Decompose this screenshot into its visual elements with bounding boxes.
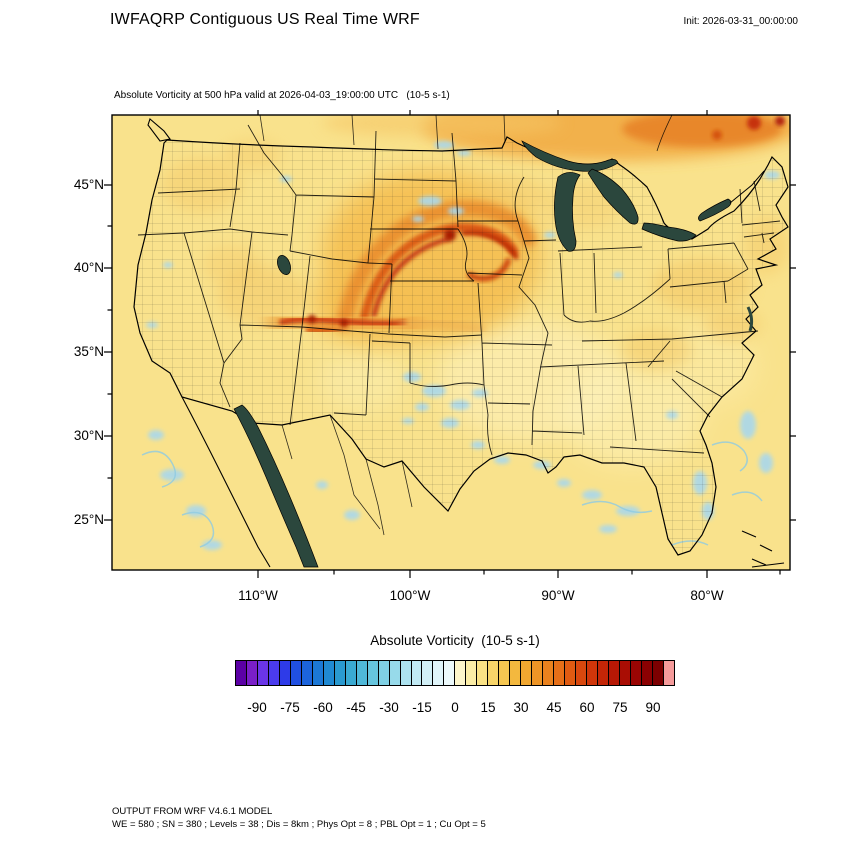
colorbar-tick-label: 60 [579,700,595,715]
colorbar-tick-label: 45 [546,700,562,715]
colorbar-title: Absolute Vorticity (10-5 s-1) [370,633,540,648]
baja-and-islands-coast [147,118,785,568]
colorbar-cell [301,661,313,685]
colorbar-cell [510,661,522,685]
colorbar-tick-labels: -90 -75 -60 -45 -30 -15 0 15 30 45 60 75 90 [0,700,850,718]
colorbar-cell [499,661,511,685]
y-axis-label-45n: 45°N [73,177,104,192]
colorbar-cell [576,661,587,685]
colorbar-cell [543,661,555,685]
state-borders [137,124,781,456]
colorbar-cell [268,661,280,685]
colorbar-tick-label: 15 [480,700,496,715]
colorbar-cell [565,661,577,685]
colorbar-cell [630,661,642,685]
colorbar-cell [587,661,598,685]
footer-config-line: WE = 580 ; SN = 380 ; Levels = 38 ; Dis … [112,819,486,830]
colorbar-cell [236,661,247,685]
lake-michigan [554,172,581,252]
y-axis-label-40n: 40°N [73,260,104,275]
colorbar-cell [334,661,346,685]
colorbar-cell [652,661,664,685]
x-axis-label-80w: 80°W [690,588,724,603]
colorbar-cell [246,661,258,685]
colorbar-cell [554,661,566,685]
colorbar-cell [345,661,357,685]
plot-frame [111,114,791,571]
colorbar-tick-label: 75 [612,700,628,715]
colorbar-cell [444,661,456,685]
colorbar-cell [477,661,489,685]
y-axis-label-35n: 35°N [73,344,104,359]
colorbar-tick-label: -30 [379,700,399,715]
colorbar [235,660,675,686]
colorbar-cell [422,661,434,685]
colorbar-cell [597,661,609,685]
international-admin-borders [259,115,673,536]
map-panel [104,110,796,578]
colorbar-tick-label: -15 [412,700,432,715]
x-axis-label-110w: 110°W [238,588,278,603]
colorbar-cell [663,661,674,685]
map-field [112,115,790,570]
colorbar-cell [367,661,379,685]
colorbar-cell [532,661,544,685]
colorbar-tick-label: 90 [645,700,661,715]
footer-model-line: OUTPUT FROM WRF V4.6.1 MODEL [112,806,273,817]
colorbar-cell [411,661,423,685]
colorbar-cell [389,661,401,685]
colorbar-tick-label: 30 [513,700,529,715]
chesapeake-bay [746,306,754,332]
colorbar-cell [312,661,324,685]
us-map [104,110,796,578]
colorbar-cell [608,661,620,685]
colorbar-cell [455,661,467,685]
colorbar-tick-label: -90 [247,700,267,715]
lake-huron [587,168,639,225]
coastline-and-borders [133,136,789,556]
colorbar-cell [521,661,533,685]
colorbar-cell [378,661,390,685]
lake-superior [521,140,619,172]
lake-ontario [698,198,732,222]
page-title: IWFAQRP Contiguous US Real Time WRF [110,11,420,28]
y-axis-label-25n: 25°N [73,512,104,527]
great-salt-lake [277,255,291,275]
colorbar-cell [641,661,653,685]
x-axis-label-90w: 90°W [541,588,575,603]
init-time-label: Init: 2026-03-31_00:00:00 [683,16,798,27]
colorbar-cell [488,661,500,685]
st-lawrence-river [729,170,765,204]
colorbar-cell [466,661,478,685]
colorbar-cell [257,661,269,685]
colorbar-tick-label: 0 [451,700,459,715]
x-axis-label-100w: 100°W [389,588,431,603]
colorbar-cell [433,661,445,685]
colorbar-cell [323,661,335,685]
colorbar-tick-label: -75 [280,700,300,715]
lake-erie [641,222,697,242]
colorbar-cell [279,661,291,685]
great-lakes-and-water [233,140,765,568]
colorbar-cell [619,661,631,685]
colorbar-cell [356,661,368,685]
colorbar-cell [290,661,302,685]
plot-subtitle: Absolute Vorticity at 500 hPa valid at 2… [114,90,450,101]
axis-ticks [104,110,796,578]
gulf-of-california [233,404,319,568]
colorbar-tick-label: -60 [313,700,333,715]
colorbar-tick-label: -45 [346,700,366,715]
y-axis-label-30n: 30°N [73,428,104,443]
colorbar-cell [400,661,412,685]
